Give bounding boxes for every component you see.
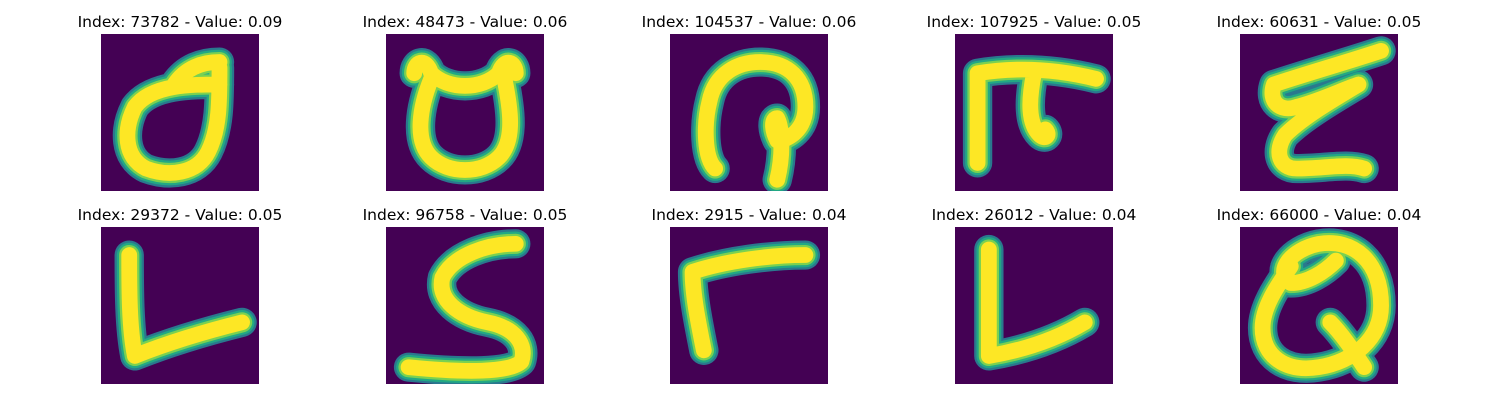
panel-title: Index: 2915 - Value: 0.04: [619, 205, 879, 225]
panel-image: [670, 227, 828, 384]
panel-image: [101, 227, 259, 384]
panel-title: Index: 48473 - Value: 0.06: [335, 12, 595, 32]
panel-image: [955, 34, 1113, 191]
panel-image: [1240, 227, 1398, 384]
panel-title: Index: 60631 - Value: 0.05: [1189, 12, 1449, 32]
panel-image: [670, 34, 828, 191]
panel-title: Index: 29372 - Value: 0.05: [50, 205, 310, 225]
panel-image: [386, 227, 544, 384]
panel-title: Index: 26012 - Value: 0.04: [904, 205, 1164, 225]
panel-title: Index: 96758 - Value: 0.05: [335, 205, 595, 225]
panel-image: [101, 34, 259, 191]
panel-title: Index: 104537 - Value: 0.06: [619, 12, 879, 32]
panel-image: [1240, 34, 1398, 191]
panel-title: Index: 66000 - Value: 0.04: [1189, 205, 1449, 225]
panel-image: [386, 34, 544, 191]
panel-title: Index: 107925 - Value: 0.05: [904, 12, 1164, 32]
panel-image: [955, 227, 1113, 384]
panel-title: Index: 73782 - Value: 0.09: [50, 12, 310, 32]
